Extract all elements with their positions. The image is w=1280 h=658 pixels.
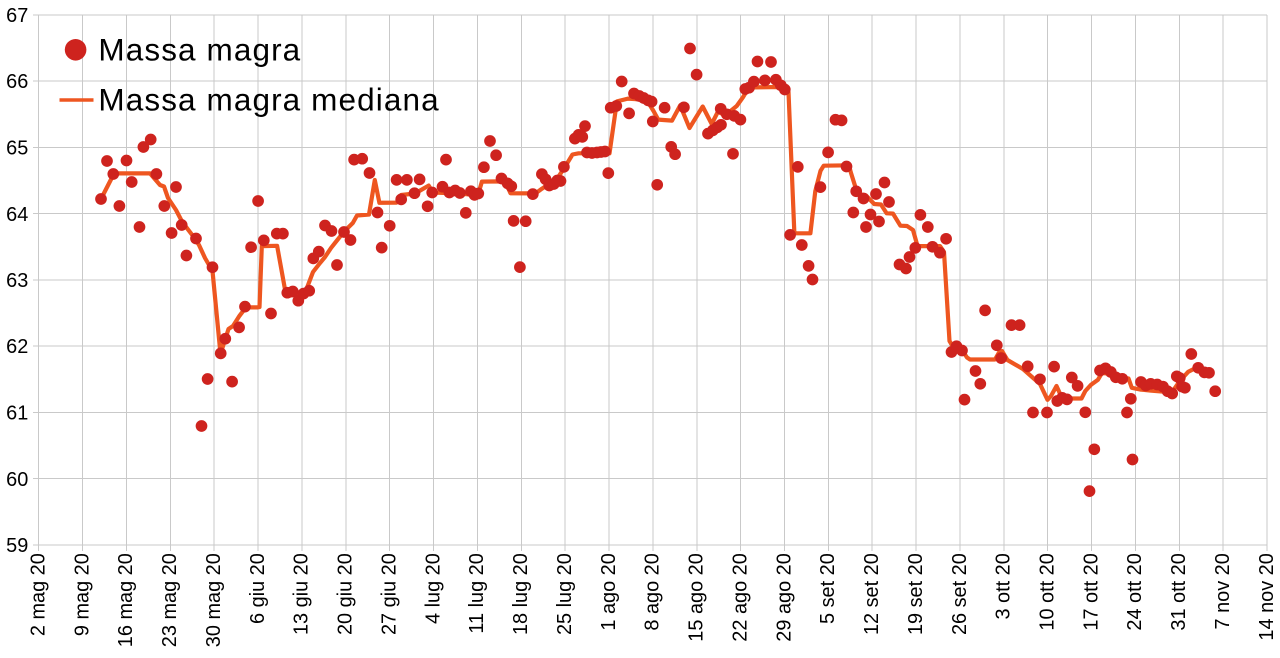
svg-text:3 ott 20: 3 ott 20	[993, 553, 1015, 619]
svg-text:64: 64	[6, 204, 28, 226]
svg-text:27 giu 20: 27 giu 20	[379, 553, 401, 635]
svg-text:67: 67	[6, 5, 28, 27]
svg-text:Massa magra: Massa magra	[98, 32, 301, 68]
svg-text:30 mag 20: 30 mag 20	[203, 553, 225, 647]
svg-text:62: 62	[6, 336, 28, 358]
svg-text:31 ott 20: 31 ott 20	[1168, 553, 1190, 630]
svg-text:25 lug 20: 25 lug 20	[554, 553, 576, 635]
svg-text:8 ago 20: 8 ago 20	[642, 553, 664, 630]
svg-text:24 ott 20: 24 ott 20	[1124, 553, 1146, 630]
svg-text:2 mag 20: 2 mag 20	[28, 553, 50, 636]
svg-text:26 set 20: 26 set 20	[949, 553, 971, 635]
svg-text:7 nov 20: 7 nov 20	[1212, 553, 1234, 629]
svg-text:12 set 20: 12 set 20	[861, 553, 883, 635]
svg-text:Massa magra mediana: Massa magra mediana	[98, 82, 439, 118]
svg-text:15 ago 20: 15 ago 20	[686, 553, 708, 642]
svg-text:59: 59	[6, 535, 28, 557]
svg-text:17 ott 20: 17 ott 20	[1080, 553, 1102, 630]
svg-text:65: 65	[6, 138, 28, 160]
svg-text:61: 61	[6, 403, 28, 425]
svg-text:13 giu 20: 13 giu 20	[291, 553, 313, 635]
svg-text:5 set 20: 5 set 20	[817, 553, 839, 624]
svg-text:23 mag 20: 23 mag 20	[159, 553, 181, 647]
svg-text:66: 66	[6, 71, 28, 93]
svg-text:9 mag 20: 9 mag 20	[71, 553, 93, 636]
svg-text:14 nov 20: 14 nov 20	[1256, 553, 1278, 640]
svg-text:16 mag 20: 16 mag 20	[115, 553, 137, 647]
svg-text:29 ago 20: 29 ago 20	[773, 553, 795, 642]
svg-text:1 ago 20: 1 ago 20	[598, 553, 620, 630]
svg-text:6 giu 20: 6 giu 20	[247, 553, 269, 624]
svg-text:63: 63	[6, 270, 28, 292]
svg-text:19 set 20: 19 set 20	[905, 553, 927, 635]
svg-text:22 ago 20: 22 ago 20	[729, 553, 751, 642]
svg-text:60: 60	[6, 469, 28, 491]
svg-text:18 lug 20: 18 lug 20	[510, 553, 532, 635]
svg-text:4 lug 20: 4 lug 20	[422, 553, 444, 624]
svg-text:20 giu 20: 20 giu 20	[335, 553, 357, 635]
svg-text:10 ott 20: 10 ott 20	[1037, 553, 1059, 630]
svg-text:11 lug 20: 11 lug 20	[466, 553, 488, 633]
